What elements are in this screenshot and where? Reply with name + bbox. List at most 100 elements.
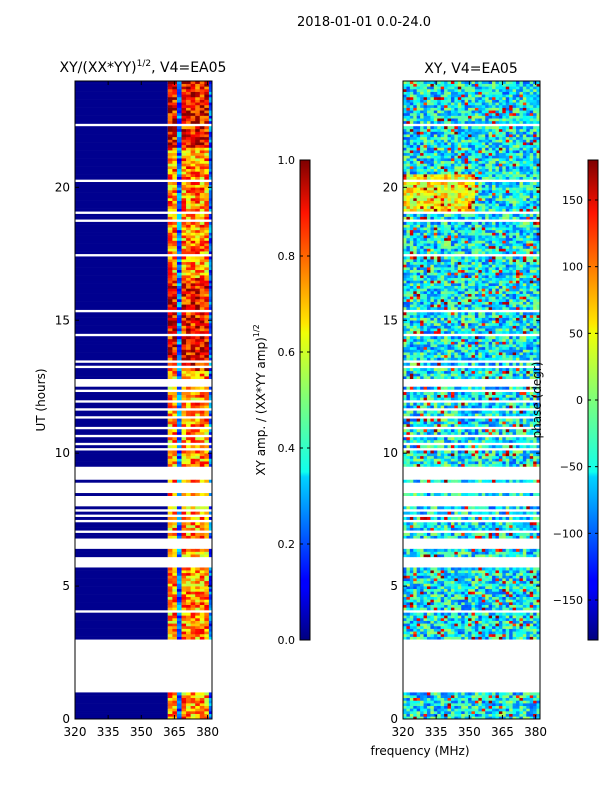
heatmap-cell — [509, 607, 513, 611]
heatmap-cell — [430, 429, 435, 433]
heatmap-cell — [474, 594, 479, 598]
heatmap-cell — [492, 431, 496, 435]
heatmap-cell — [204, 349, 210, 353]
heatmap-cell — [190, 455, 196, 459]
heatmap-cell — [190, 110, 196, 114]
heatmap-cell — [204, 235, 210, 239]
heatmap-cell — [526, 522, 531, 526]
heatmap-cell — [533, 368, 537, 372]
heatmap-cell — [454, 421, 459, 425]
heatmap-cell — [172, 511, 178, 515]
heatmap-cell — [172, 631, 178, 635]
heatmap-cell — [440, 455, 445, 459]
heatmap-cell — [471, 612, 476, 616]
heatmap-cell — [204, 344, 210, 348]
heatmap-cell — [416, 418, 421, 422]
heatmap-cell — [522, 631, 527, 635]
heatmap-cell — [457, 410, 462, 414]
heatmap-cell — [505, 461, 510, 465]
heatmap-cell — [403, 580, 407, 584]
heatmap-cell — [437, 532, 441, 536]
heatmap-cell — [440, 713, 445, 717]
heatmap-cell — [485, 586, 489, 590]
heatmap-cell — [529, 623, 534, 627]
heatmap-cell — [474, 421, 479, 425]
heatmap-cell — [478, 604, 483, 608]
heatmap-cell — [167, 275, 173, 279]
heatmap-row — [75, 570, 168, 574]
heatmap-row — [75, 166, 168, 170]
heatmap-cell — [190, 394, 196, 398]
heatmap-cell — [186, 617, 191, 621]
heatmap-cell — [195, 423, 201, 427]
heatmap-cell — [536, 368, 540, 372]
heatmap-cell — [409, 695, 414, 699]
heatmap-cell — [450, 516, 455, 520]
heatmap-cell — [519, 527, 524, 531]
heatmap-cell — [437, 370, 441, 374]
heatmap-cell — [454, 700, 459, 704]
heatmap-cell — [516, 628, 520, 632]
heatmap-cell — [190, 463, 196, 467]
heatmap-cell — [204, 187, 210, 191]
heatmap-cell — [533, 455, 537, 459]
heatmap-cell — [176, 171, 182, 175]
heatmap-cell — [403, 373, 407, 377]
heatmap-cell — [176, 511, 182, 515]
heatmap-cell — [519, 506, 524, 510]
heatmap-cell — [526, 376, 531, 380]
heatmap-cell — [450, 453, 455, 457]
heatmap-cell — [416, 594, 421, 598]
heatmap-cell — [529, 418, 534, 422]
heatmap-cell — [181, 328, 187, 332]
heatmap-cell — [495, 625, 500, 629]
heatmap-cell — [447, 580, 452, 584]
heatmap-cell — [190, 317, 196, 321]
heatmap-cell — [416, 551, 421, 555]
heatmap-cell — [495, 506, 500, 510]
heatmap-cell — [471, 697, 476, 701]
heatmap-cell — [172, 275, 178, 279]
heatmap-cell — [440, 479, 445, 483]
heatmap-row — [75, 349, 168, 353]
heatmap-cell — [181, 713, 187, 717]
heatmap-cell — [204, 81, 210, 84]
heatmap-cell — [186, 213, 191, 217]
heatmap-cell — [457, 421, 462, 425]
heatmap-cell — [426, 580, 431, 584]
heatmap-cell — [195, 705, 201, 709]
heatmap-cell — [186, 522, 191, 526]
heatmap-cell — [176, 264, 182, 268]
heatmap-cell — [195, 142, 201, 146]
heatmap-cell — [440, 591, 445, 595]
heatmap-cell — [204, 115, 210, 119]
heatmap-cell — [481, 373, 486, 377]
heatmap-cell — [485, 493, 489, 496]
heatmap-cell — [176, 285, 182, 289]
heatmap-cell — [176, 370, 182, 374]
heatmap-cell — [195, 458, 201, 462]
heatmap-cell — [454, 612, 459, 616]
heatmap-cell — [454, 575, 459, 579]
heatmap-cell — [186, 245, 191, 249]
heatmap-cell — [172, 304, 178, 308]
heatmap-cell — [512, 554, 517, 558]
heatmap-cell — [447, 362, 452, 366]
heatmap-cell — [468, 423, 472, 427]
heatmap-cell — [519, 636, 524, 640]
heatmap-cell — [454, 615, 459, 619]
heatmap-cell — [426, 402, 431, 406]
heatmap-cell — [199, 615, 205, 619]
heatmap-cell — [172, 583, 178, 587]
heatmap-cell — [464, 575, 469, 579]
heatmap-cell — [186, 418, 191, 422]
heatmap-cell — [478, 588, 483, 592]
heatmap-cell — [204, 479, 210, 483]
heatmap-cell — [167, 397, 173, 401]
heatmap-cell — [519, 551, 524, 555]
heatmap-cell — [186, 708, 191, 712]
heatmap-cell — [167, 126, 173, 130]
heatmap-cell — [481, 532, 486, 536]
heatmap-cell — [176, 344, 182, 348]
heatmap-cell — [502, 527, 507, 531]
